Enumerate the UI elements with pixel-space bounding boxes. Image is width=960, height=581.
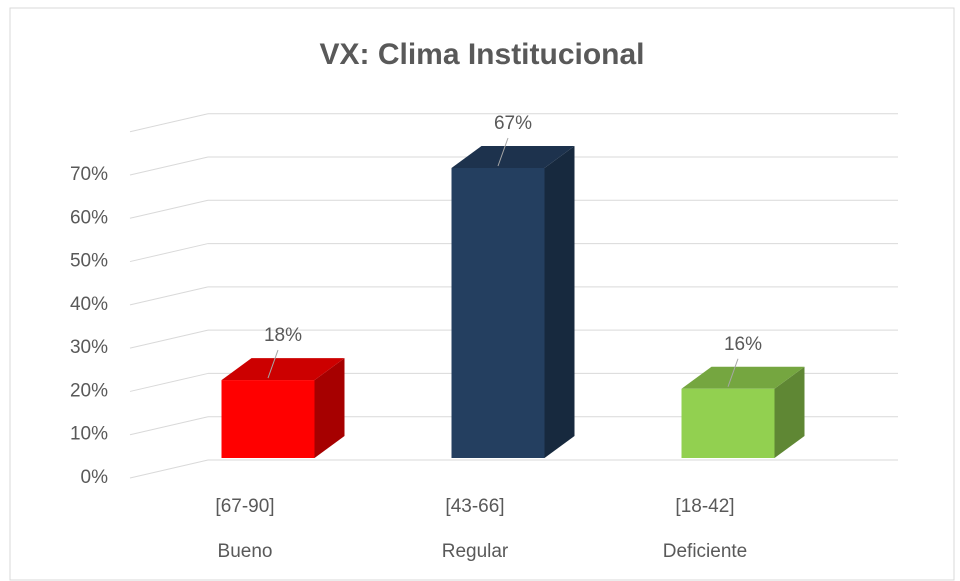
bar (681, 388, 775, 458)
y-tick-label: 50% (70, 251, 108, 272)
bar-side (314, 358, 345, 458)
grid-line (129, 156, 209, 176)
x-tick-label: [43-66] (445, 496, 504, 517)
x-tick-label: [18-42] (675, 496, 734, 517)
x-group-label: Bueno (218, 541, 273, 562)
x-group-label: Regular (442, 541, 509, 562)
grid-line (129, 459, 209, 479)
bar-top (681, 366, 805, 389)
y-tick-label: 40% (70, 294, 108, 315)
x-tick-label: [67-90] (215, 496, 274, 517)
y-tick-label: 60% (70, 207, 108, 228)
grid-line (129, 199, 209, 219)
bar-side (774, 366, 805, 458)
bar-top (221, 358, 345, 381)
grid-line (129, 243, 209, 263)
x-group-label: Deficiente (663, 541, 748, 562)
y-tick-label: 20% (70, 380, 108, 401)
leader-line (727, 358, 739, 387)
y-tick-label: 10% (70, 424, 108, 445)
grid-line (129, 113, 209, 133)
bar-top (451, 145, 575, 168)
leader-line (267, 349, 279, 379)
grid-line (129, 372, 209, 392)
bar (221, 380, 315, 458)
chart-title: VX: Clima Institucional (319, 38, 644, 71)
data-label: 16% (724, 334, 762, 355)
grid-line (129, 329, 209, 349)
leader-line (497, 137, 509, 167)
data-label: 67% (494, 113, 532, 134)
y-tick-label: 70% (70, 164, 108, 185)
bar (451, 167, 545, 458)
grid-line (129, 286, 209, 306)
y-tick-label: 0% (81, 467, 109, 488)
data-label: 18% (264, 325, 302, 346)
bar-side (544, 145, 575, 458)
grid-line (129, 416, 209, 436)
y-tick-label: 30% (70, 337, 108, 358)
